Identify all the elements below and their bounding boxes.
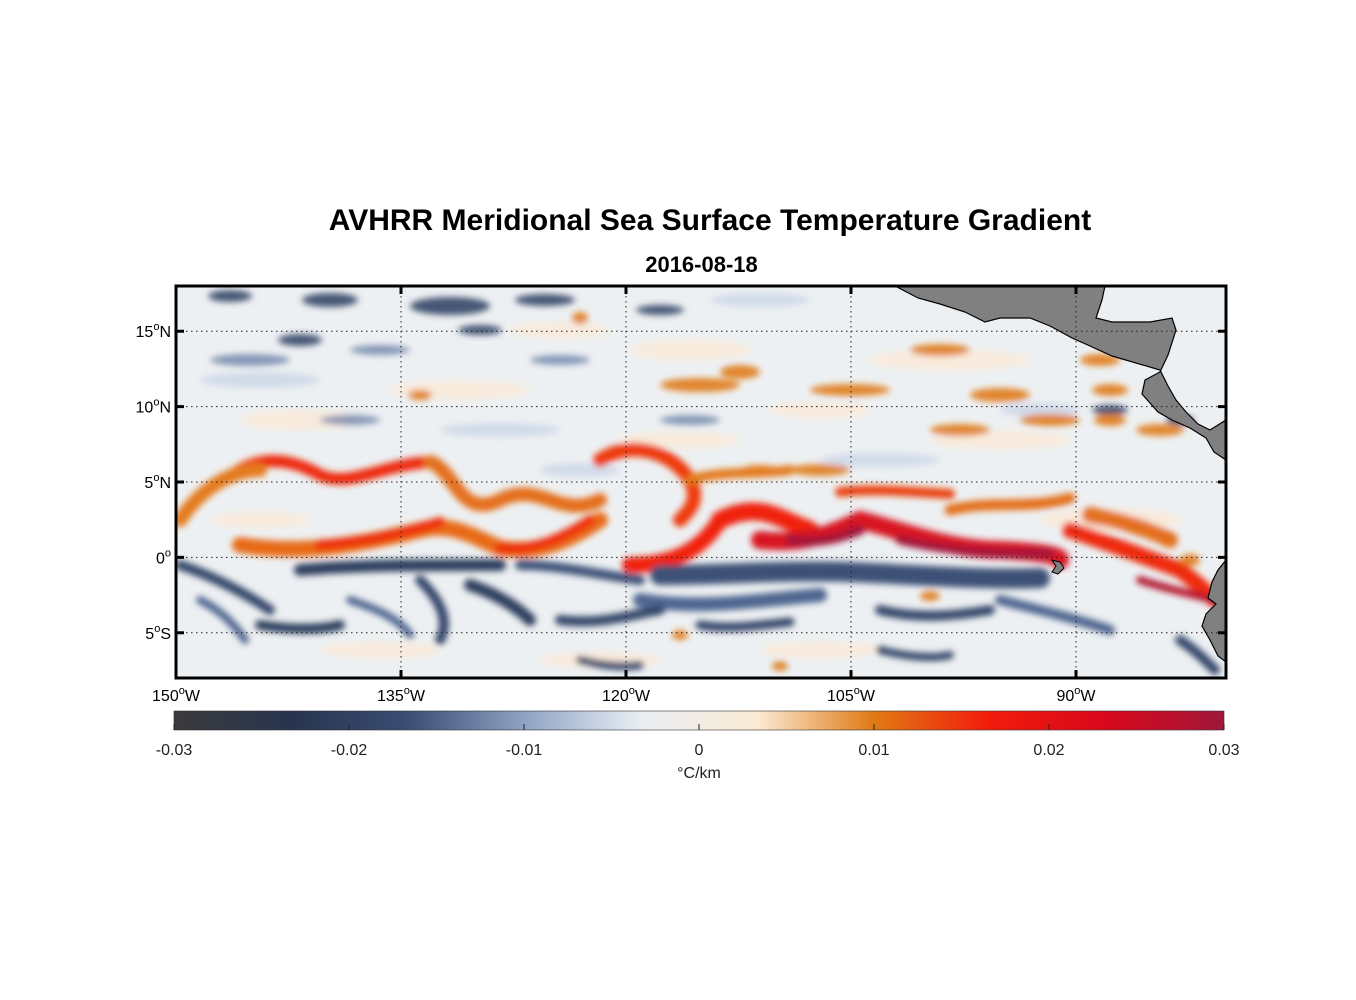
colorbar-tick-label: -0.02 xyxy=(331,742,368,759)
land-masses xyxy=(894,286,1226,663)
lat-tick-label: 5oS xyxy=(145,623,171,643)
colorbar-tick-label: 0 xyxy=(695,742,704,759)
lat-tick-label: 15oN xyxy=(136,321,171,341)
axis-labels: 15oN 10oN 5oN 0o 5oS 150oW 135oW 120oW 105oW 90oW xyxy=(136,321,1097,705)
axis-ticks xyxy=(174,286,1226,678)
colorbar: -0.03 -0.02 -0.01 0 0.01 0.02 0.03 °C/km xyxy=(156,710,1240,782)
gradient-features xyxy=(176,290,1223,675)
lon-tick-label: 105oW xyxy=(827,685,876,705)
map-title: AVHRR Meridional Sea Surface Temperature… xyxy=(328,204,1092,237)
colorbar-tick-label: -0.01 xyxy=(506,742,543,759)
south-america-land xyxy=(1201,559,1226,663)
colorbar-tick-label: 0.01 xyxy=(858,742,889,759)
colorbar-tick-label: -0.03 xyxy=(156,742,193,759)
lon-tick-label: 120oW xyxy=(602,685,651,705)
lon-tick-label: 150oW xyxy=(152,685,201,705)
lat-tick-label: 10oN xyxy=(136,397,171,417)
lat-tick-label: 0o xyxy=(156,547,171,567)
lon-tick-label: 135oW xyxy=(377,685,426,705)
colorbar-tick-label: 0.03 xyxy=(1208,742,1239,759)
lat-tick-label: 5oN xyxy=(144,472,171,492)
central-america-land xyxy=(894,286,1226,461)
lon-tick-label: 90oW xyxy=(1056,685,1096,705)
map-date: 2016-08-18 xyxy=(645,252,758,277)
colorbar-unit-label: °C/km xyxy=(677,765,721,782)
colorbar-ticks: -0.03 -0.02 -0.01 0 0.01 0.02 0.03 xyxy=(156,724,1240,759)
colorbar-tick-label: 0.02 xyxy=(1033,742,1064,759)
galapagos-land xyxy=(1050,559,1065,575)
